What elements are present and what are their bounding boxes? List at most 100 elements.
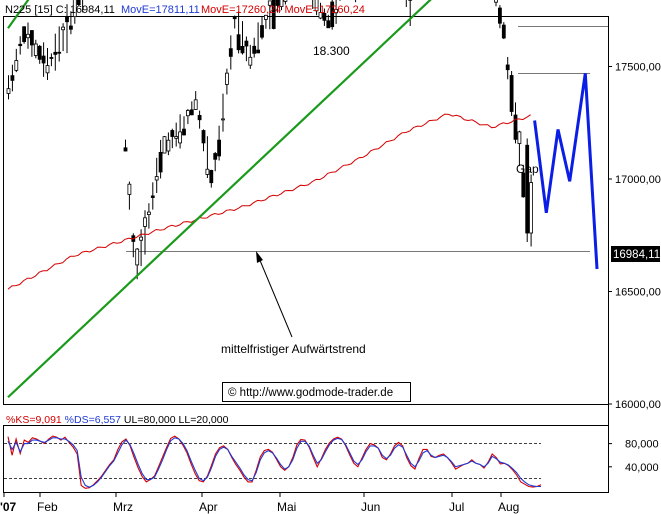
price-bar	[224, 68, 229, 95]
price-bar	[525, 138, 530, 242]
price-bar	[240, 21, 245, 55]
price-bar	[65, 4, 69, 54]
price-bar	[166, 132, 171, 156]
price-bar	[217, 125, 222, 161]
oscillator: 40,000 80,000	[4, 435, 659, 489]
price-bar	[236, 11, 241, 54]
price-bar	[221, 93, 225, 132]
price-bar	[513, 102, 518, 144]
price-bar	[201, 129, 206, 152]
level-label: 18.300	[313, 44, 350, 58]
price-bar	[123, 139, 128, 152]
price-bar	[521, 164, 526, 198]
price-bar	[14, 48, 19, 73]
osc-y-tick-label: 40,000	[625, 462, 659, 474]
price-bar	[82, 0, 84, 13]
price-bar	[193, 91, 198, 110]
current-price-box	[611, 246, 660, 262]
price-bar	[318, 2, 323, 20]
x-tick-label: Jul	[449, 500, 464, 514]
oscillator-header: %KS=9,091 %DS=6,557 UL=80,000 LL=20,000	[6, 414, 229, 426]
forecast-line	[533, 73, 599, 270]
trend-lines	[7, 0, 432, 399]
price-bar	[150, 182, 155, 210]
y-tick-label: 17500,00	[615, 62, 661, 74]
price-bar	[248, 44, 253, 69]
price-bar	[517, 130, 522, 167]
price-bar	[330, 0, 335, 30]
price-bar	[162, 135, 167, 154]
price-bar	[154, 157, 159, 193]
gap-label: Gap	[516, 162, 539, 176]
x-tick-label: Mai	[277, 500, 296, 514]
price-bar	[53, 33, 58, 71]
price-bar	[189, 101, 194, 116]
y-axis-ticks: 16000,0016500,0017000,0017500,0018000,00…	[608, 62, 661, 411]
y-tick-label: 16500,00	[615, 287, 661, 299]
price-bar	[267, 0, 272, 30]
moving-average	[7, 113, 531, 290]
oscillator-ds-line	[7, 437, 541, 488]
price-bar	[37, 44, 42, 64]
price-bar	[29, 30, 34, 57]
price-bar	[22, 26, 27, 44]
price-bar	[283, 0, 288, 5]
price-bar	[256, 22, 261, 54]
price-bar	[170, 128, 175, 149]
price-bar	[244, 36, 249, 62]
x-tick-label: Aug	[498, 500, 519, 514]
price-bars	[6, 0, 533, 280]
price-bar	[497, 5, 502, 29]
price-bar	[26, 22, 30, 49]
price-bar	[185, 108, 190, 125]
price-bar	[213, 151, 218, 172]
watermark-box	[222, 382, 411, 402]
price-bar	[49, 53, 54, 67]
price-bar	[61, 23, 65, 52]
forecast-path	[533, 73, 599, 270]
price-bar	[209, 169, 214, 188]
price-bar	[312, 0, 314, 9]
price-bar	[41, 42, 46, 77]
price-bar	[314, 0, 319, 16]
header-ma2: MovE=17260,24 MovE=17260,24	[201, 4, 365, 16]
price-bar	[197, 110, 202, 129]
price-bar	[174, 122, 179, 147]
price-bar	[69, 11, 73, 35]
price-bar	[135, 248, 140, 280]
horizontal-levels	[126, 26, 608, 252]
watermark-text: © http://www.godmode-trader.de	[228, 387, 393, 399]
price-bar	[10, 64, 15, 92]
price-bar	[405, 0, 407, 8]
price-bar	[509, 71, 514, 116]
price-bar	[127, 181, 132, 210]
price-bar	[6, 75, 11, 100]
price-bar	[334, 0, 339, 24]
price-bar	[182, 116, 186, 136]
price-bar	[33, 39, 38, 59]
price-bar	[57, 26, 62, 62]
trend-line	[7, 0, 432, 399]
header-ma1: MovE=17811,11	[121, 4, 200, 16]
price-bar	[139, 229, 144, 267]
current-price-label: 16984,11	[613, 249, 660, 261]
price-bar	[322, 8, 327, 26]
x-tick-label: '07	[0, 500, 17, 514]
x-tick-label: Apr	[199, 500, 218, 514]
price-bar	[279, 0, 284, 11]
x-tick-label: Jun	[361, 500, 380, 514]
price-bar	[45, 47, 50, 81]
x-tick-label: Feb	[37, 500, 58, 514]
price-bar	[158, 139, 163, 179]
price-bar	[232, 15, 237, 29]
osc-y-tick-label: 80,000	[625, 439, 659, 451]
header-symbol: N225 [15] C: 16984,11	[5, 4, 115, 16]
price-bar	[146, 203, 151, 229]
trend-arrow	[256, 251, 293, 338]
price-bar	[72, 0, 77, 24]
x-axis-ticks: '07 Feb Mrz Apr Mai Jun Jul Aug	[0, 492, 519, 514]
price-bar	[178, 114, 183, 149]
price-bar	[18, 36, 23, 55]
trend-label: mittelfristiger Aufwärtstrend	[221, 342, 366, 356]
x-tick-label: Mrz	[113, 500, 133, 514]
